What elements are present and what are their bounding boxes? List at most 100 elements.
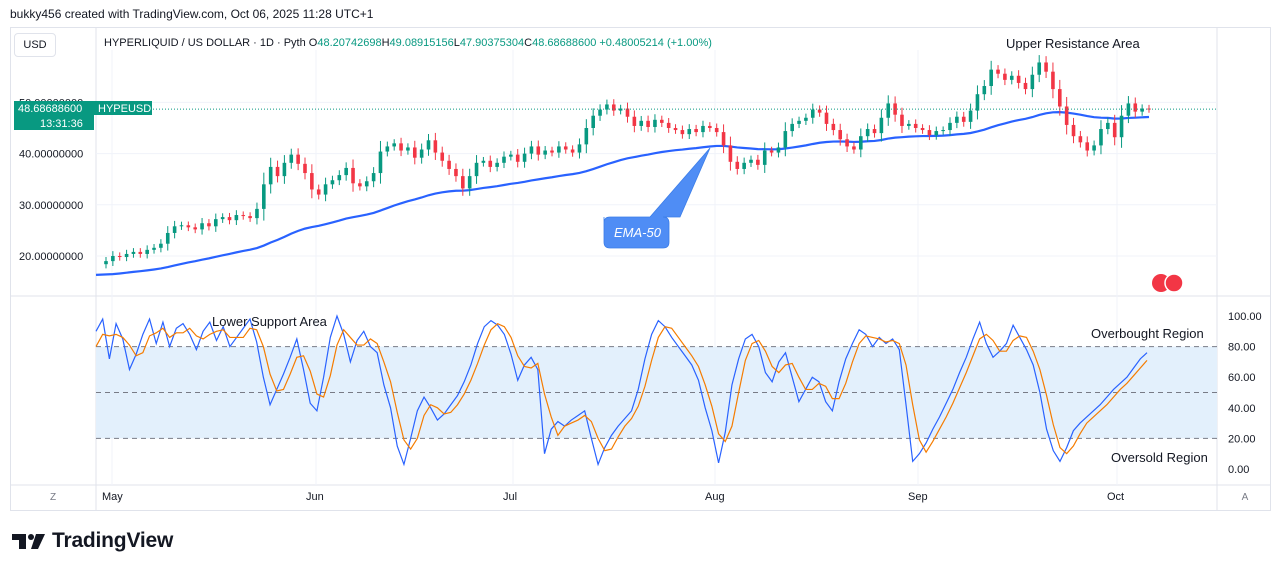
candle-body (865, 129, 870, 137)
candle-body (900, 114, 904, 126)
candle-body (426, 140, 431, 150)
candle-body (1057, 89, 1062, 107)
candle-body (467, 176, 472, 189)
candle-body (783, 131, 788, 148)
candle-body (570, 149, 575, 153)
candle-body (611, 104, 616, 111)
ohlc-part: O (309, 37, 318, 49)
candle-body (488, 160, 493, 167)
us-flag-icon (1164, 273, 1184, 293)
candle-body (399, 143, 403, 151)
candle-body (591, 115, 595, 128)
candle-body (131, 251, 136, 254)
candle-body (172, 226, 177, 233)
candle-body (1064, 106, 1069, 125)
candle-body (1133, 103, 1138, 112)
stoch-tick-label: 20.00 (1228, 433, 1256, 445)
candle-body (714, 128, 719, 133)
candle-body (838, 130, 843, 140)
candle-body (721, 132, 726, 146)
candle-body (632, 116, 637, 126)
y-tick-label: 30.00000000 (19, 200, 83, 212)
candle-body (804, 117, 808, 121)
candle-body (790, 123, 794, 132)
candle-body (344, 167, 348, 176)
candle-body (563, 146, 568, 150)
ohlc-part: 49.08915156 (390, 37, 454, 49)
candle-body (852, 146, 856, 150)
candle-body (639, 120, 644, 126)
candle-body (831, 123, 836, 131)
x-tick-label: Jun (306, 491, 324, 503)
candle-body (605, 104, 609, 110)
candle-body (179, 225, 184, 227)
candle-body (268, 166, 273, 185)
candle-body (364, 181, 369, 187)
candle-body (515, 154, 520, 162)
candle-body (968, 110, 973, 122)
candle-body (845, 139, 849, 147)
ema-callout-label: EMA-50 (614, 225, 662, 240)
timezone-z-button[interactable]: Z (49, 492, 57, 503)
candle-body (316, 189, 321, 195)
candle-body (543, 150, 547, 155)
candle-body (412, 147, 417, 158)
ema-callout-bubble (603, 147, 711, 249)
candle-body (502, 156, 506, 163)
candle-body (762, 150, 767, 165)
candle-body (241, 215, 246, 217)
price-tag-box (14, 101, 152, 115)
candle-body (941, 130, 945, 132)
price-tag-value: 48.68688600 (18, 103, 82, 115)
y-tick-label: 20.00000000 (19, 251, 83, 263)
candle-body (872, 129, 877, 134)
candle-body (1016, 75, 1021, 83)
candle-body (1078, 136, 1083, 143)
candle-body (1051, 71, 1055, 90)
currency-button[interactable]: USD (14, 33, 56, 57)
candle-body (378, 151, 383, 174)
ohlc-part: H (382, 37, 390, 49)
candle-body (461, 176, 465, 189)
candle-body (1003, 73, 1007, 80)
candle-body (577, 144, 582, 153)
brand-name: TradingView (52, 529, 174, 552)
candle-body (474, 162, 479, 177)
ohlc-part: C (524, 37, 532, 49)
candle-body (330, 180, 335, 185)
candle-body (879, 117, 884, 134)
stoch-tick-label: 0.00 (1228, 464, 1249, 476)
candle-body (776, 147, 781, 153)
candle-body (625, 108, 630, 117)
candle-body (1009, 75, 1014, 80)
ohlc-part: HYPERLIQUID / US DOLLAR · 1D · Pyth (104, 37, 309, 49)
candle-body (371, 173, 376, 182)
candle-body (419, 149, 424, 158)
ohlc-part: 48.68688600 (532, 37, 599, 49)
candle-body (694, 129, 698, 133)
candle-body (708, 125, 712, 128)
candle-body (927, 130, 932, 136)
candle-body (248, 216, 252, 219)
upper-resistance-label: Upper Resistance Area (1006, 36, 1140, 51)
candle-body (220, 217, 225, 220)
candle-body (646, 120, 650, 127)
y-tick-label: 40.00000000 (19, 149, 83, 161)
candle-body (145, 249, 149, 254)
ohlc-part: +0.48005214 (+1.00%) (599, 37, 712, 49)
ohlc-part: 47.90375304 (460, 37, 524, 49)
candle-body (337, 175, 342, 181)
ohlc-part: L (454, 37, 460, 49)
candle-body (756, 159, 760, 165)
candle-body (1085, 142, 1090, 151)
candle-body (495, 162, 499, 167)
auto-scale-button[interactable]: A (1241, 492, 1249, 503)
stoch-tick-label: 100.00 (1228, 311, 1262, 323)
ohlc-part: 48.20742698 (317, 37, 381, 49)
candle-body (859, 136, 863, 150)
candle-body (749, 159, 753, 163)
candle-body (557, 146, 561, 153)
candle-body (440, 152, 445, 161)
stoch-tick-label: 40.00 (1228, 403, 1256, 415)
candle-body (1119, 115, 1124, 138)
